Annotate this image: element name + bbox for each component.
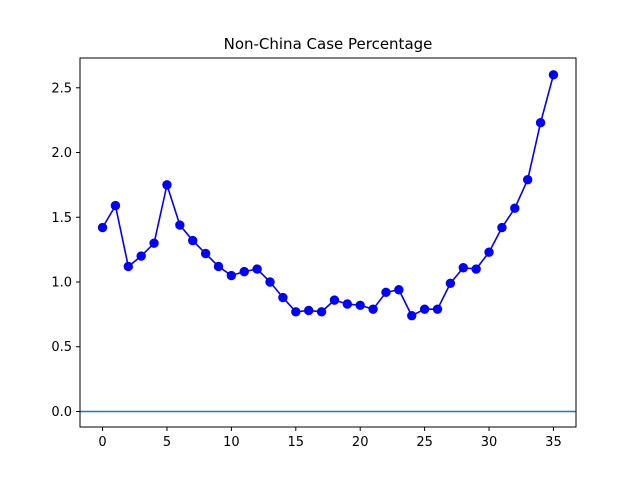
data-point [368,304,378,314]
data-point [252,264,262,274]
data-point [316,307,327,317]
data-point [97,222,108,233]
x-tick-label: 25 [416,435,433,450]
data-point [123,261,134,272]
data-point [329,295,340,305]
data-point [432,304,443,314]
series-line [101,74,555,317]
data-point [239,266,249,277]
data-point [278,292,288,303]
y-tick-label: 1.0 [51,275,72,290]
data-point [497,222,507,233]
data-point [510,203,520,213]
data-point [265,277,275,287]
x-tick-label: 15 [288,435,305,450]
data-point [419,304,430,314]
data-point [458,263,468,273]
data-point [200,248,211,259]
y-tick-label: 0.5 [51,340,72,355]
chart-title: Non-China Case Percentage [224,35,433,53]
data-point [355,300,365,310]
data-point [188,235,198,246]
data-point [162,180,172,190]
x-tick-label: 0 [98,435,106,450]
y-tick-label: 1.5 [51,211,72,226]
x-tick-label: 5 [163,435,171,450]
data-point [136,251,146,261]
data-point [303,305,314,316]
data-point [110,200,121,211]
data-point [226,270,237,281]
data-point [213,261,224,272]
data-point [471,264,481,274]
x-tick-label: 20 [352,435,369,450]
data-point [291,307,301,317]
data-point [548,70,559,80]
data-point [535,118,546,128]
data-point [445,278,456,288]
axes-frame [79,57,577,428]
data-point [381,287,391,298]
y-tick-label: 2.5 [51,81,72,96]
data-point [175,220,185,230]
x-tick-label: 10 [223,435,240,450]
y-tick-label: 2.0 [51,146,72,161]
data-point [149,238,159,248]
data-point [484,247,494,257]
plot-area: 0 5 10 15 20 25 30 35 0.0 0.5 1.0 1.5 2.0 2.5 [51,70,576,450]
data-point [342,299,353,309]
x-tick-label: 35 [545,435,562,450]
y-tick-label: 0.0 [51,405,72,420]
data-point [407,310,417,321]
data-point [522,175,533,185]
data-point [394,285,404,295]
x-tick-label: 30 [481,435,498,450]
